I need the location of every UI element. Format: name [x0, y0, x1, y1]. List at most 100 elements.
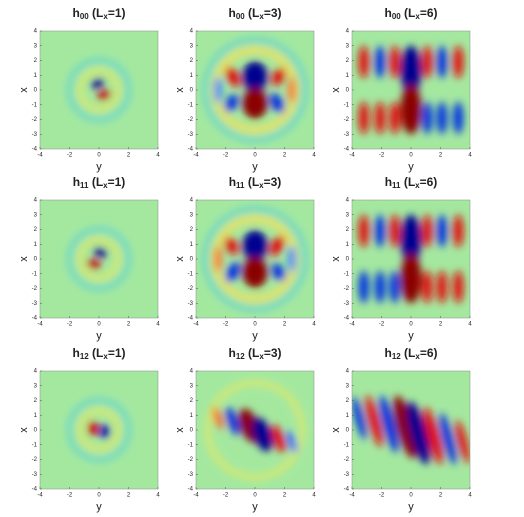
- title-part: =1): [108, 346, 126, 360]
- y-tick-label: -3: [32, 301, 38, 307]
- title-part: x: [415, 352, 420, 361]
- blob: [436, 101, 448, 135]
- y-tick-label: -3: [32, 472, 38, 478]
- y-tick-label: 2: [346, 398, 350, 404]
- y-tick-label: 4: [34, 369, 38, 375]
- x-axis-label: y: [408, 501, 414, 513]
- blob: [389, 45, 400, 79]
- x-tick-label: -2: [223, 322, 229, 328]
- blob: [455, 420, 470, 464]
- title-part: x: [259, 12, 264, 21]
- title-part: 11: [392, 181, 401, 190]
- blob: [439, 413, 457, 465]
- title-part: 11: [236, 181, 245, 190]
- y-tick-label: 4: [34, 198, 38, 204]
- title-part: 12: [392, 352, 401, 361]
- y-tick-label: 3: [34, 383, 38, 389]
- x-tick-label: 0: [409, 153, 413, 159]
- blob: [286, 430, 298, 453]
- y-tick-label: 3: [346, 43, 350, 49]
- blob: [400, 214, 422, 265]
- y-tick-label: -1: [188, 271, 194, 277]
- y-tick-label: 3: [34, 212, 38, 218]
- title-part: 12: [236, 352, 245, 361]
- title-part: h: [72, 6, 79, 20]
- y-tick-label: 3: [190, 212, 194, 218]
- heatmap-pattern: [66, 397, 132, 463]
- y-tick-label: 1: [34, 413, 38, 419]
- title-part: x: [415, 12, 420, 21]
- title-part: h: [384, 346, 391, 360]
- y-tick-label: -4: [188, 316, 194, 322]
- y-tick-label: -2: [344, 457, 350, 463]
- title-part: =6): [420, 346, 438, 360]
- title-part: x: [103, 12, 108, 21]
- ring: [66, 226, 132, 292]
- blob: [90, 78, 105, 89]
- blob: [453, 270, 464, 304]
- x-tick-label: 2: [439, 493, 443, 499]
- ring: [77, 408, 121, 452]
- title-part: 00: [80, 12, 89, 21]
- x-tick-label: 0: [409, 322, 413, 328]
- heatmap-pattern: [202, 37, 308, 143]
- x-tick-label: 2: [283, 493, 287, 499]
- blob: [271, 67, 286, 86]
- y-tick-label: -1: [32, 271, 38, 277]
- x-tick-label: -4: [193, 322, 199, 328]
- blob: [374, 214, 386, 248]
- title-part: h: [229, 175, 236, 189]
- heatmap-pattern: [205, 380, 305, 480]
- x-tick-label: 4: [156, 322, 160, 328]
- y-tick-label: 4: [346, 29, 350, 35]
- blob: [212, 407, 224, 430]
- y-tick-label: -2: [344, 286, 350, 292]
- y-tick-label: 0: [190, 88, 194, 94]
- title-part: =6): [420, 6, 438, 20]
- x-tick-label: -4: [37, 322, 43, 328]
- y-tick-label: -2: [188, 457, 194, 463]
- x-tick-label: -2: [379, 493, 385, 499]
- blob: [86, 259, 101, 270]
- title-part: (L: [89, 6, 104, 20]
- y-tick-label: -3: [344, 301, 350, 307]
- x-axis-label: y: [96, 501, 102, 513]
- blob: [422, 214, 433, 248]
- y-tick-label: -3: [188, 472, 194, 478]
- blob: [374, 270, 386, 304]
- y-tick-label: -1: [32, 102, 38, 108]
- y-tick-label: 4: [346, 369, 350, 375]
- x-tick-label: -4: [193, 153, 199, 159]
- title-part: =3): [264, 6, 282, 20]
- x-tick-label: -4: [349, 153, 355, 159]
- y-axis-label: x: [330, 256, 342, 262]
- x-tick-label: 4: [312, 153, 316, 159]
- blob: [99, 424, 111, 439]
- x-tick-label: 0: [253, 493, 257, 499]
- y-tick-label: -1: [344, 442, 350, 448]
- y-tick-label: 0: [190, 428, 194, 434]
- blob: [87, 421, 99, 436]
- blob: [393, 395, 417, 459]
- heatmap-pattern: [358, 45, 464, 135]
- y-tick-label: 1: [346, 242, 350, 248]
- ring: [77, 68, 121, 112]
- x-tick-label: 0: [97, 322, 101, 328]
- x-tick-label: 2: [283, 153, 287, 159]
- y-tick-label: 2: [190, 227, 194, 233]
- y-tick-label: 4: [190, 29, 194, 35]
- y-tick-label: 0: [346, 428, 350, 434]
- heatmap-pattern: [352, 395, 470, 465]
- y-tick-label: -3: [188, 132, 194, 138]
- title-part: (L: [245, 6, 260, 20]
- y-tick-label: -2: [188, 117, 194, 123]
- blob: [271, 424, 286, 453]
- title-part: x: [103, 181, 108, 190]
- x-axis-label: y: [408, 161, 414, 173]
- y-tick-label: 1: [346, 73, 350, 79]
- blob: [453, 214, 464, 248]
- x-tick-label: 4: [156, 153, 160, 159]
